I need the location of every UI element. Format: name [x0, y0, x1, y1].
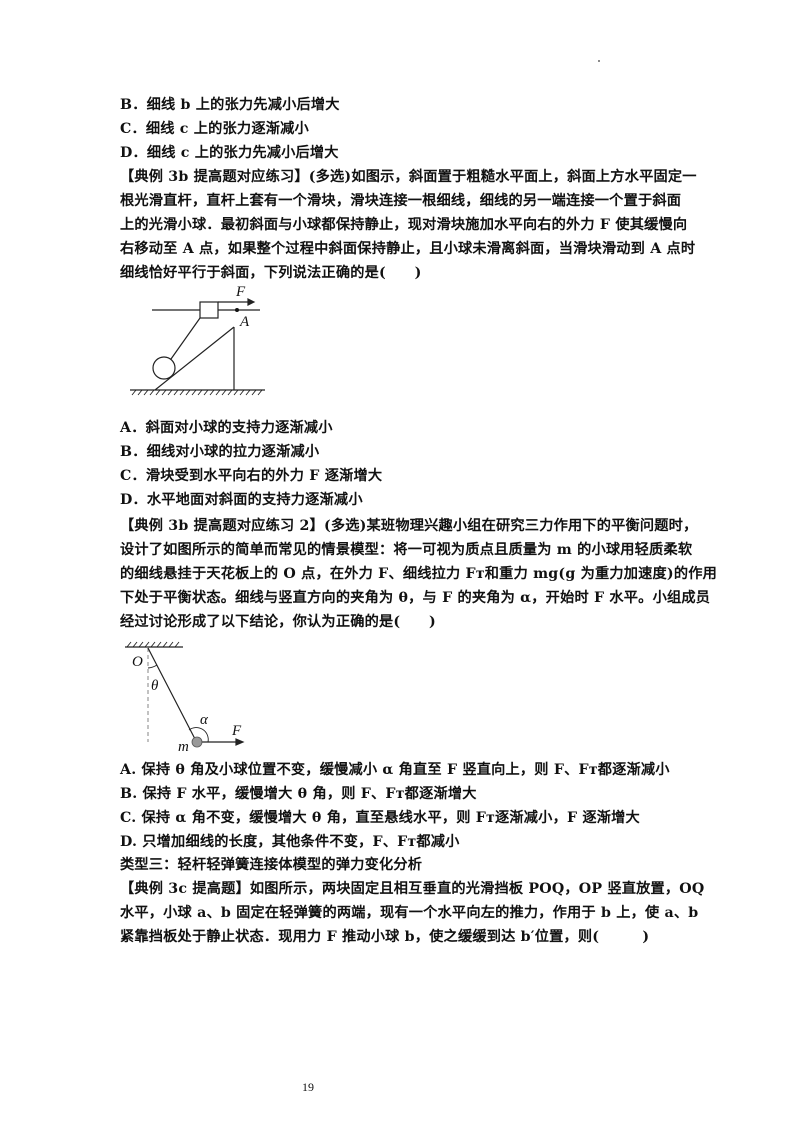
origin-label: O	[132, 654, 143, 670]
figure-pendulum	[125, 641, 245, 746]
question-3c-line: 紧靠挡板处于静止状态．现用力 F 推动小球 b，使之缓缓到达 b′位置，则( )	[120, 929, 650, 945]
theta-label: θ	[151, 678, 159, 694]
question-3b2-line: 设计了如图所示的简单而常见的情景模型：将一可视为质点且质量为 m 的小球用轻质柔…	[120, 542, 693, 558]
option-a: A. 保持 θ 角及小球位置不变，缓慢减小 α 角直至 F 竖直向上，则 F、F…	[120, 762, 670, 778]
string	[147, 647, 196, 740]
alpha-label: α	[200, 712, 209, 728]
option-c: C. 保持 α 角不变，缓慢增大 θ 角，直至悬线水平，则 Fᴛ逐渐减小，F 逐…	[120, 810, 640, 826]
force-label: F	[235, 284, 246, 300]
question-3b2-line: 【典例 3b 提高题对应练习 2】(多选)某班物理兴趣小组在研究三力作用下的平衡…	[120, 518, 698, 534]
ball	[191, 736, 203, 748]
option-d: D．水平地面对斜面的支持力逐渐减小	[120, 492, 363, 508]
question-3b2-line: 下处于平衡状态。细线与竖直方向的夹角为 θ，与 F 的夹角为 α，开始时 F 水…	[120, 590, 711, 606]
question-3b-line: 上的光滑小球．最初斜面与小球都保持静止，现对滑块施加水平向右的外力 F 使其缓慢…	[120, 217, 688, 233]
question-3b-line: 右移动至 A 点，如果整个过程中斜面保持静止，且小球未滑离斜面，当滑块滑动到 A…	[120, 241, 696, 257]
option-d: D. 只增加细线的长度，其他条件不变，F、Fᴛ都减小	[120, 834, 460, 850]
slider-block	[199, 301, 219, 319]
option-b: B．细线对小球的拉力逐渐减小	[120, 444, 320, 460]
mass-label: m	[178, 739, 189, 755]
incline-slope	[154, 326, 235, 391]
page-number: 19	[302, 1080, 314, 1094]
question-3c-line: 水平，小球 a、b 固定在轻弹簧的两端，现有一个水平向左的推力，作用于 b 上，…	[120, 905, 699, 921]
option-c: C．滑块受到水平向右的外力 F 逐渐增大	[120, 468, 383, 484]
page-mark	[598, 60, 600, 62]
question-3b-line: 细线恰好平行于斜面，下列说法正确的是( )	[120, 265, 422, 281]
force-label: F	[231, 723, 242, 739]
option-c-prev: C．细线 c 上的张力逐渐减小	[120, 121, 309, 137]
option-b-prev: B．细线 b 上的张力先减小后增大	[120, 97, 340, 113]
theta-arc	[147, 664, 158, 669]
question-3b2-line: 的细线悬挂于天花板上的 O 点，在外力 F、细线拉力 Fᴛ和重力 mg(g 为重…	[120, 566, 717, 582]
ball	[152, 356, 176, 380]
point-a-label: A	[239, 314, 250, 330]
alpha-arc	[188, 727, 209, 743]
question-3b-line: 根光滑直杆，直杆上套有一个滑块，滑块连接一根细线，细线的另一端连接一个置于斜面	[120, 193, 682, 209]
option-b: B. 保持 F 水平，缓慢增大 θ 角，则 F、Fᴛ都逐渐增大	[120, 786, 477, 802]
point-a	[235, 308, 239, 312]
string	[170, 317, 201, 360]
option-a: A．斜面对小球的支持力逐渐减小	[120, 420, 333, 436]
question-3b2-line: 经过讨论形成了以下结论，你认为正确的是( )	[120, 614, 436, 630]
option-d-prev: D．细线 c 上的张力先减小后增大	[120, 145, 339, 161]
question-3b-line: 【典例 3b 提高题对应练习】(多选)如图示，斜面置于粗糙水平面上，斜面上方水平…	[120, 169, 697, 185]
question-3c-line: 【典例 3c 提高题】如图所示，两块固定且相互垂直的光滑挡板 POQ，OP 竖直…	[120, 881, 705, 897]
section-heading: 类型三：轻杆轻弹簧连接体模型的弹力变化分析	[120, 857, 423, 873]
